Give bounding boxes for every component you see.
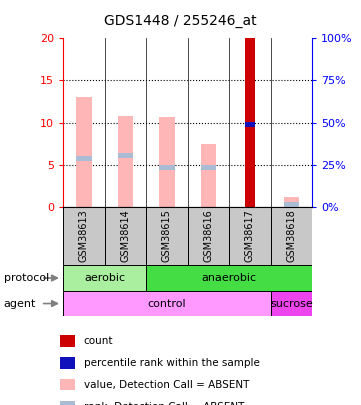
Text: rank, Detection Call = ABSENT: rank, Detection Call = ABSENT [84,402,244,405]
Text: GSM38614: GSM38614 [121,209,130,262]
Text: agent: agent [4,298,36,309]
Bar [201,143,216,207]
Text: GSM38618: GSM38618 [287,209,296,262]
Bar [63,265,146,291]
Bar [188,207,229,265]
Text: GSM38616: GSM38616 [204,209,213,262]
Bar [229,207,271,265]
Bar [105,207,146,265]
Text: percentile rank within the sample: percentile rank within the sample [84,358,260,368]
Text: aerobic: aerobic [84,273,125,283]
Bar [284,202,299,207]
Text: GSM38617: GSM38617 [245,209,255,262]
Bar [63,291,271,316]
Text: GSM38615: GSM38615 [162,209,172,262]
Text: GSM38613: GSM38613 [79,209,89,262]
Bar [271,291,312,316]
Bar [146,265,312,291]
Text: control: control [148,298,186,309]
Text: count: count [84,336,113,346]
Text: sucrose: sucrose [270,298,313,309]
Bar [159,117,175,207]
Bar [146,207,188,265]
Bar [118,116,133,207]
Text: GDS1448 / 255246_at: GDS1448 / 255246_at [104,14,257,28]
Bar [159,165,175,171]
Text: protocol: protocol [4,273,49,283]
Bar [201,165,216,171]
Text: anaerobic: anaerobic [202,273,257,283]
Bar [118,153,133,158]
Bar [76,156,92,161]
Text: value, Detection Call = ABSENT: value, Detection Call = ABSENT [84,380,249,390]
Bar [284,197,299,207]
Bar [245,38,255,207]
Bar [63,207,105,265]
Bar [271,207,312,265]
Bar [245,122,255,127]
Bar [76,97,92,207]
